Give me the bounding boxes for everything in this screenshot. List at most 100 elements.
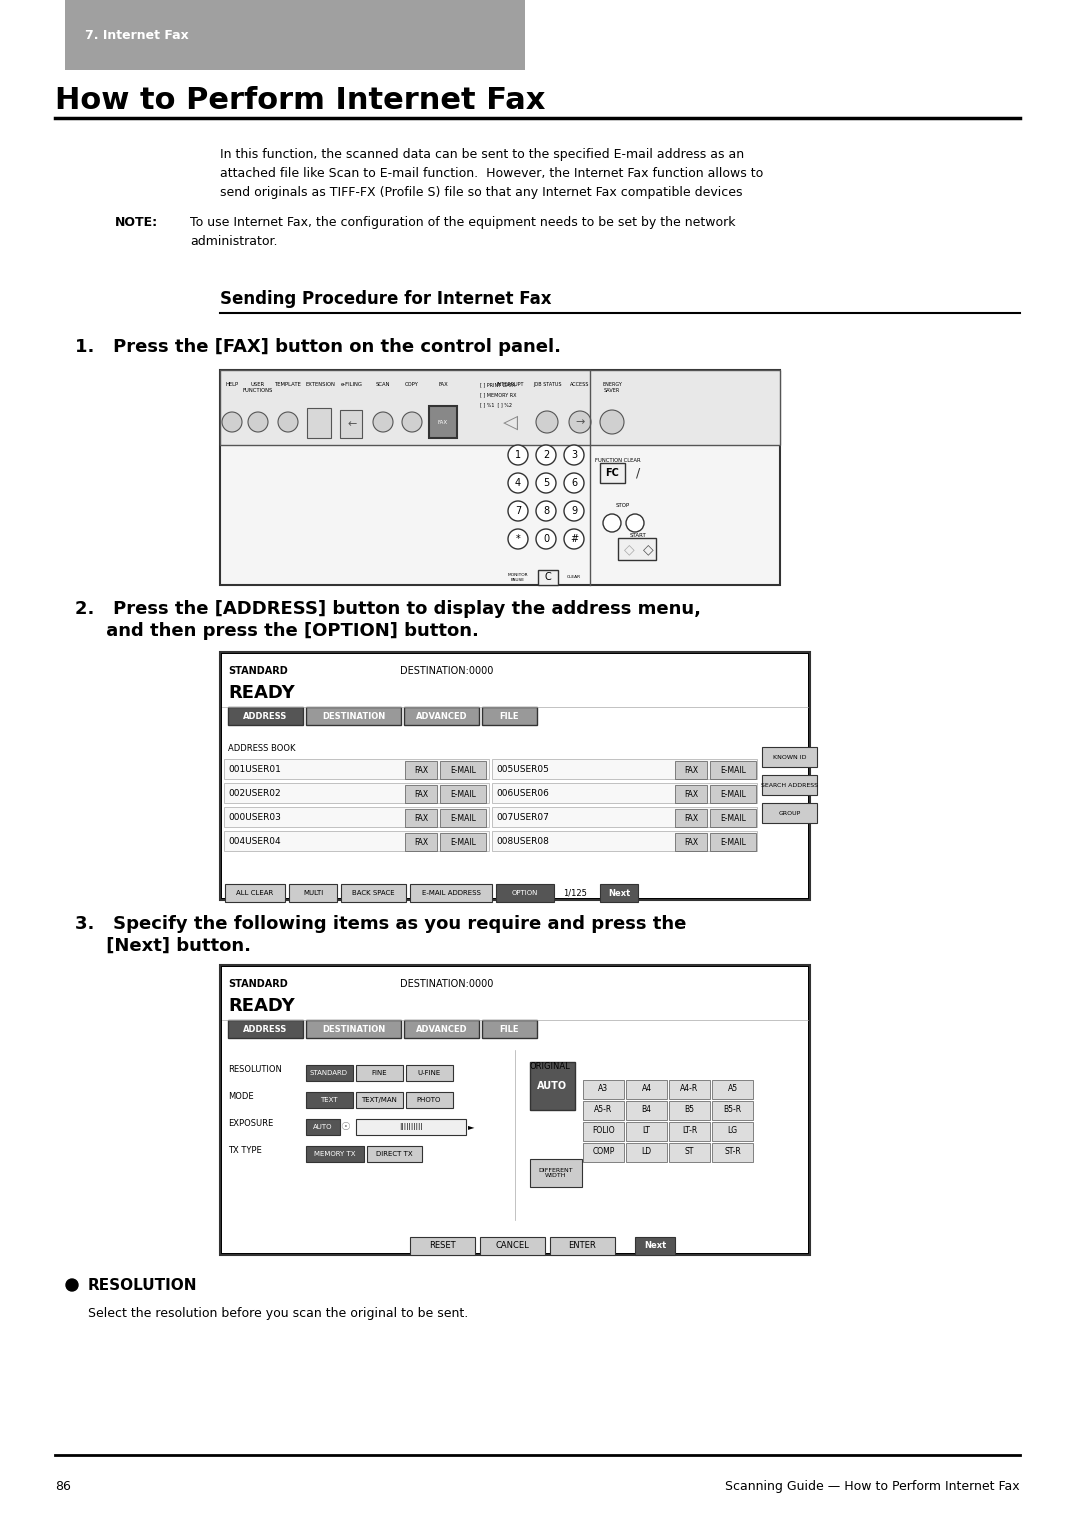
Text: To use Internet Fax, the configuration of the equipment needs to be set by the n: To use Internet Fax, the configuration o…: [190, 217, 735, 229]
Circle shape: [536, 530, 556, 549]
Text: ST-R: ST-R: [724, 1148, 741, 1157]
Text: 007USER07: 007USER07: [496, 812, 549, 821]
Bar: [224, 832, 489, 852]
Text: COPY: COPY: [405, 382, 419, 388]
Circle shape: [569, 410, 591, 433]
Text: A5: A5: [728, 1083, 738, 1093]
Text: TX TYPE: TX TYPE: [228, 1146, 261, 1155]
Bar: [762, 748, 816, 768]
Bar: [410, 884, 492, 902]
Text: MODE: MODE: [228, 1093, 254, 1100]
Text: SEARCH ADDRESS: SEARCH ADDRESS: [761, 783, 818, 787]
Text: A4: A4: [642, 1083, 651, 1093]
Text: OPTION: OPTION: [512, 890, 538, 896]
Text: 7: 7: [515, 507, 522, 516]
Text: 005USER05: 005USER05: [496, 765, 549, 774]
Bar: [482, 1019, 537, 1038]
Bar: [440, 833, 486, 852]
Circle shape: [278, 412, 298, 432]
Text: STANDARD: STANDARD: [228, 665, 287, 676]
Bar: [762, 775, 816, 795]
Text: 2.   Press the [ADDRESS] button to display the address menu,: 2. Press the [ADDRESS] button to display…: [75, 600, 701, 618]
Text: A3: A3: [598, 1083, 608, 1093]
Bar: [356, 1065, 403, 1080]
Text: FAX: FAX: [684, 838, 698, 847]
Text: FAX: FAX: [684, 813, 698, 823]
Circle shape: [536, 501, 556, 520]
Text: E-MAIL: E-MAIL: [720, 813, 746, 823]
Text: 86: 86: [55, 1480, 71, 1492]
Bar: [492, 832, 757, 852]
Bar: [222, 655, 808, 897]
Text: →: →: [576, 417, 584, 427]
Bar: [492, 807, 757, 827]
Text: 001USER01: 001USER01: [228, 765, 281, 774]
Text: ◇: ◇: [623, 542, 634, 555]
Text: USER
FUNCTIONS: USER FUNCTIONS: [243, 382, 273, 392]
Text: [ ] %1  [ ] %2: [ ] %1 [ ] %2: [480, 401, 512, 407]
Text: 004USER04: 004USER04: [228, 836, 281, 845]
Bar: [224, 807, 489, 827]
Text: LG: LG: [728, 1126, 738, 1135]
Text: E-MAIL: E-MAIL: [450, 813, 476, 823]
Text: 3.   Specify the following items as you require and press the: 3. Specify the following items as you re…: [75, 916, 687, 932]
Bar: [228, 1019, 303, 1038]
Text: STOP: STOP: [616, 504, 630, 508]
Text: ENERGY
SAVER: ENERGY SAVER: [602, 382, 622, 392]
Text: 3: 3: [571, 450, 577, 459]
Text: E-MAIL: E-MAIL: [450, 766, 476, 775]
Text: FILE: FILE: [500, 1024, 519, 1033]
Bar: [635, 1238, 675, 1254]
Bar: [224, 758, 489, 778]
Text: LT: LT: [643, 1126, 650, 1135]
Text: ORIGINAL: ORIGINAL: [530, 1062, 570, 1071]
Text: E-MAIL: E-MAIL: [720, 766, 746, 775]
Text: CLEAR: CLEAR: [567, 575, 581, 578]
Text: ADDRESS: ADDRESS: [243, 1024, 287, 1033]
Text: LD: LD: [642, 1148, 651, 1157]
Text: EXTENSION: EXTENSION: [305, 382, 335, 388]
Bar: [583, 1143, 624, 1161]
Text: DESTINATION: DESTINATION: [322, 1024, 386, 1033]
Bar: [712, 1122, 753, 1141]
Circle shape: [536, 446, 556, 465]
Bar: [306, 1019, 401, 1038]
Bar: [710, 784, 756, 803]
Bar: [306, 1146, 364, 1161]
Circle shape: [600, 410, 624, 433]
Bar: [307, 407, 330, 438]
Bar: [405, 784, 437, 803]
Bar: [367, 1146, 422, 1161]
Text: MONITOR
PAUSE: MONITOR PAUSE: [508, 572, 528, 581]
Text: E-MAIL ADDRESS: E-MAIL ADDRESS: [421, 890, 481, 896]
Text: READY: READY: [228, 996, 295, 1015]
Text: In this function, the scanned data can be sent to the specified E-mail address a: In this function, the scanned data can b…: [220, 148, 744, 162]
Text: DESTINATION: DESTINATION: [322, 711, 386, 720]
Text: FUNCTION CLEAR: FUNCTION CLEAR: [595, 458, 640, 462]
Text: ||||||||||: ||||||||||: [400, 1123, 423, 1131]
Text: #: #: [570, 534, 578, 543]
Text: READY: READY: [228, 684, 295, 702]
Bar: [675, 761, 707, 778]
Bar: [404, 1019, 480, 1038]
Text: 1.   Press the [FAX] button on the control panel.: 1. Press the [FAX] button on the control…: [75, 337, 561, 356]
Bar: [440, 809, 486, 827]
Circle shape: [508, 530, 528, 549]
Text: AUTO: AUTO: [537, 1080, 567, 1091]
Bar: [710, 809, 756, 827]
Text: ENTER: ENTER: [568, 1242, 596, 1250]
Text: SCAN: SCAN: [376, 382, 390, 388]
Bar: [712, 1100, 753, 1120]
Text: FILE: FILE: [500, 711, 519, 720]
Bar: [675, 784, 707, 803]
Text: NOTE:: NOTE:: [114, 217, 158, 229]
Text: CANCEL: CANCEL: [495, 1242, 529, 1250]
Circle shape: [66, 1279, 78, 1291]
Bar: [600, 462, 625, 484]
Text: administrator.: administrator.: [190, 235, 278, 249]
Text: A5-R: A5-R: [594, 1105, 612, 1114]
Bar: [405, 809, 437, 827]
Text: FAX: FAX: [684, 766, 698, 775]
Text: START: START: [630, 533, 646, 539]
Circle shape: [564, 446, 584, 465]
